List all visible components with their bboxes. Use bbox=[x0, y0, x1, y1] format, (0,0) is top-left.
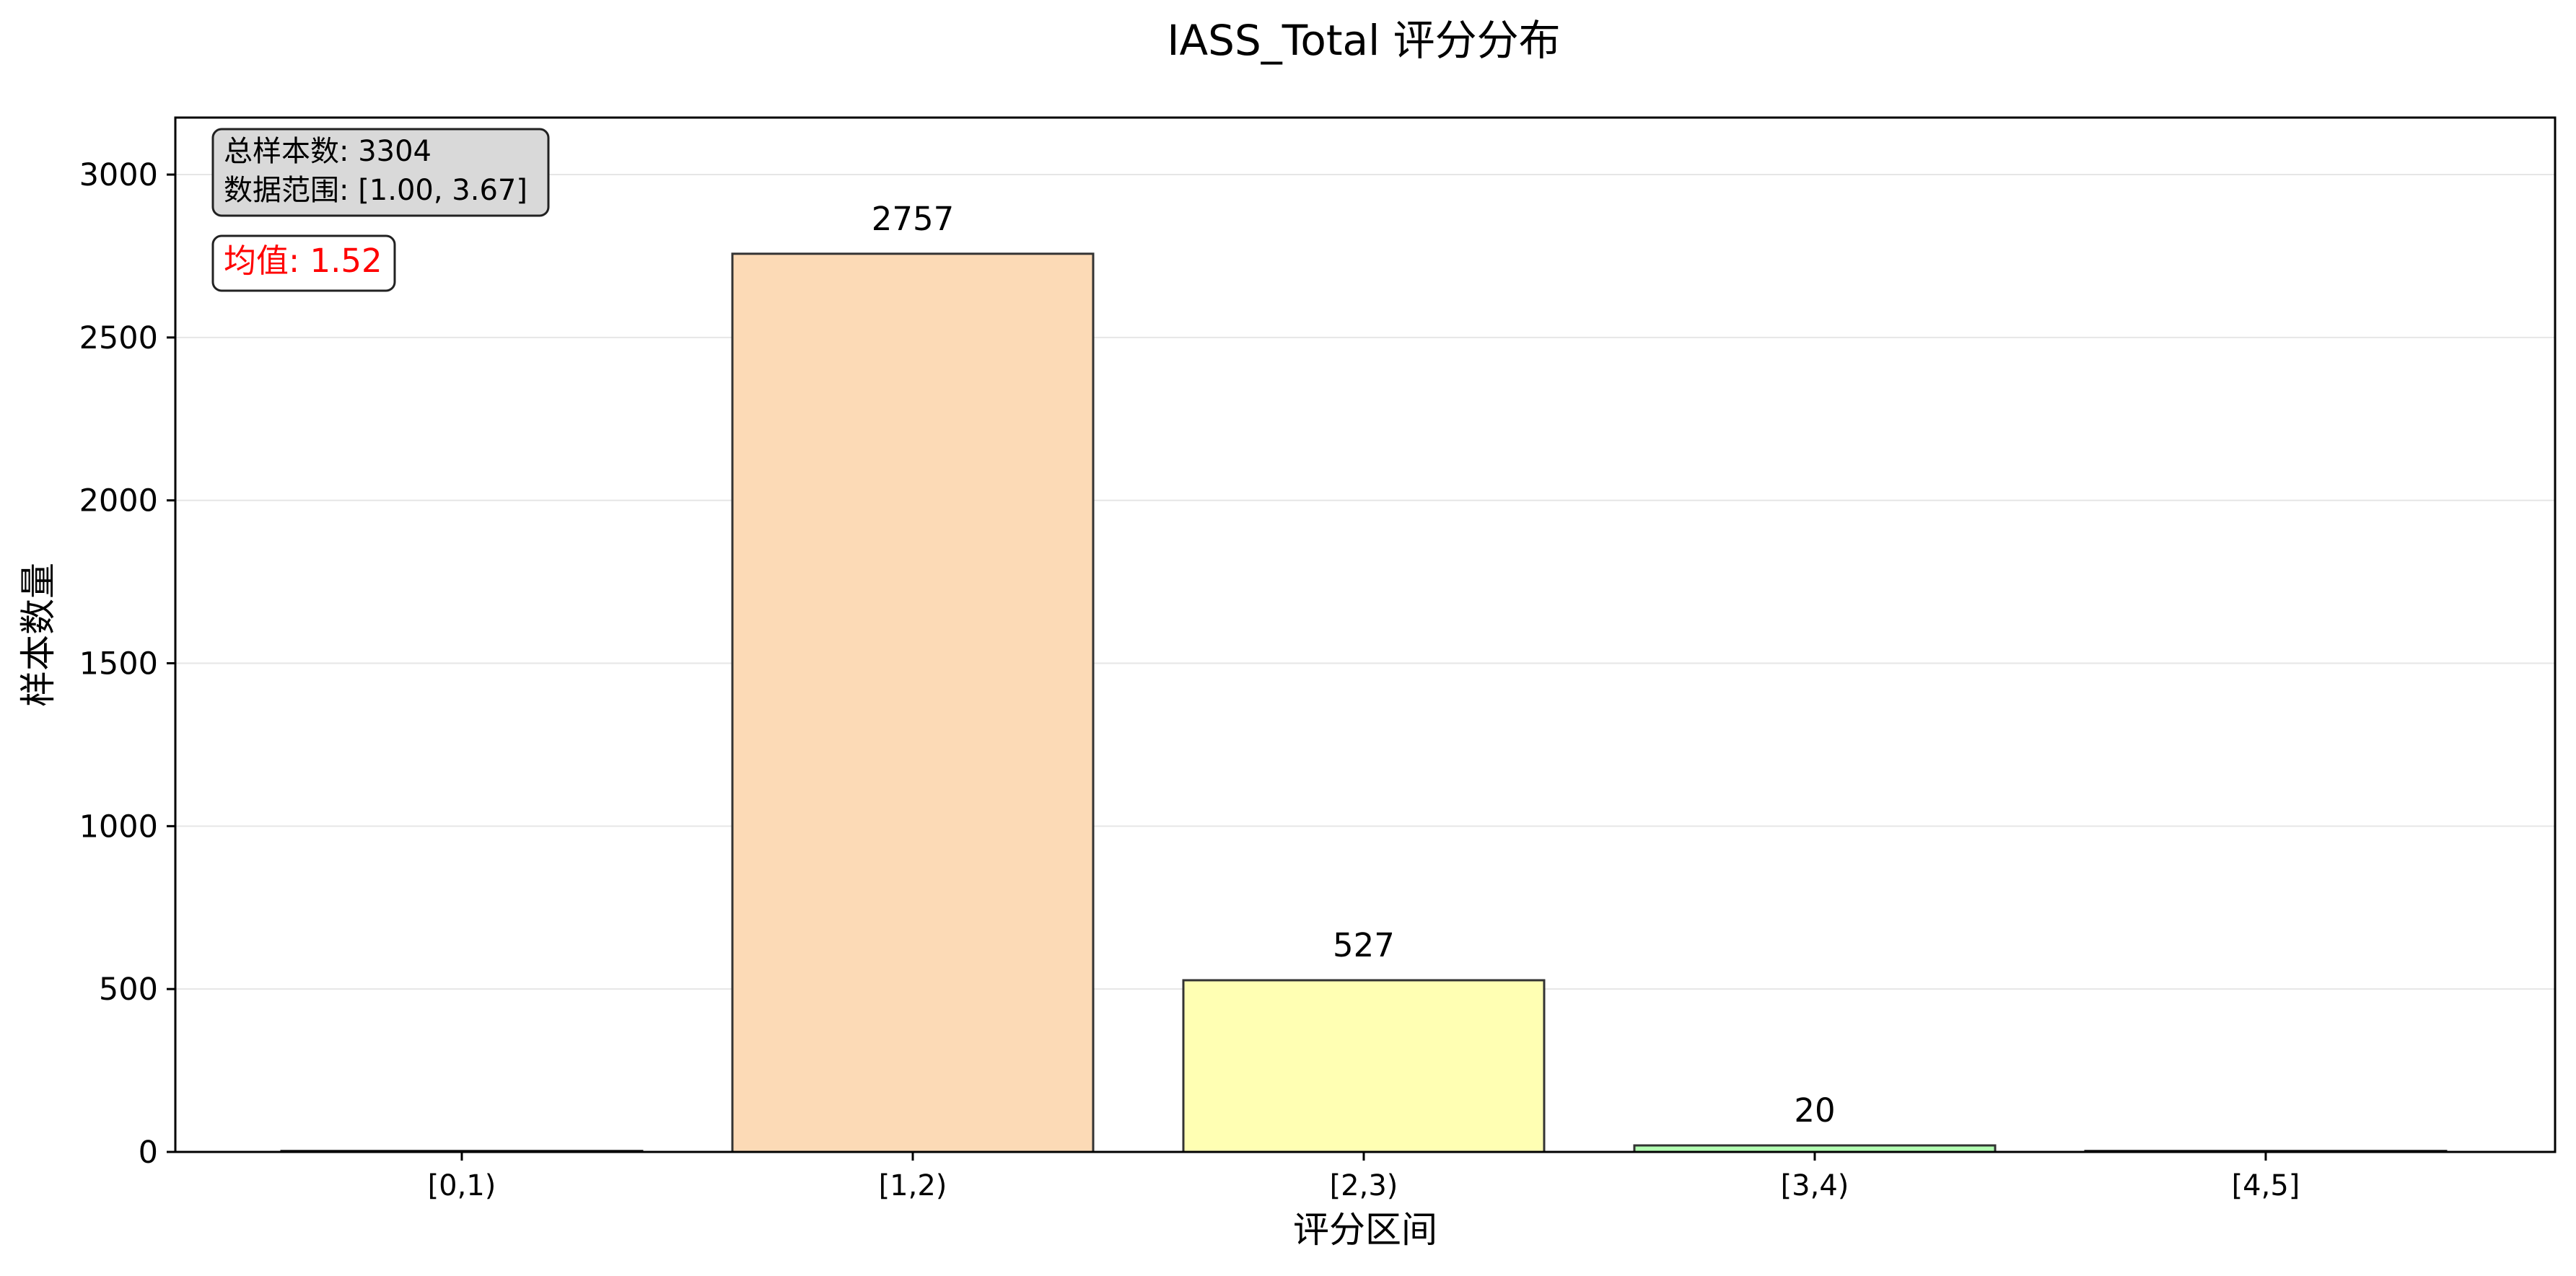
y-tick-label: 3000 bbox=[79, 157, 158, 193]
x-tick-label: [1,2) bbox=[879, 1169, 947, 1202]
y-axis-label: 样本数量 bbox=[17, 563, 59, 707]
x-tick-label: [3,4) bbox=[1781, 1169, 1849, 1202]
x-axis-label: 评分区间 bbox=[1293, 1209, 1437, 1251]
info-box: 总样本数: 3304 数据范围: [1.00, 3.67] bbox=[211, 128, 550, 217]
mean-box: 均值: 1.52 bbox=[211, 234, 396, 292]
y-tick-label: 2500 bbox=[79, 320, 158, 356]
x-axis-ticks: [0,1) [1,2) [2,3) [3,4) [4,5] bbox=[428, 1152, 2300, 1202]
y-tick-label: 0 bbox=[139, 1135, 158, 1171]
mean-box-background bbox=[211, 234, 396, 292]
y-tick-label: 1000 bbox=[79, 809, 158, 845]
bars-group bbox=[280, 252, 2448, 1153]
chart-title: IASS_Total 评分分布 bbox=[1167, 16, 1560, 65]
info-line-sample-count: 总样本数: 3304 bbox=[224, 135, 431, 168]
y-tick-label: 2000 bbox=[79, 483, 158, 519]
gridlines bbox=[175, 174, 2555, 990]
info-box-background bbox=[211, 128, 550, 217]
bar-2 bbox=[731, 252, 1095, 1153]
bar-labels-group: 2757 527 20 bbox=[872, 200, 1836, 1130]
y-tick-label: 1500 bbox=[79, 646, 158, 682]
bar-value-label: 2757 bbox=[872, 200, 955, 238]
bar-value-label: 20 bbox=[1794, 1091, 1835, 1130]
plot-frame bbox=[174, 116, 2557, 1153]
bar-value-label: 527 bbox=[1333, 926, 1395, 964]
info-line-data-range: 数据范围: [1.00, 3.67] bbox=[224, 174, 527, 207]
bar-3 bbox=[1182, 979, 1546, 1153]
x-tick-label: [0,1) bbox=[428, 1169, 496, 1202]
mean-value-label: 均值: 1.52 bbox=[224, 242, 382, 280]
x-tick-label: [2,3) bbox=[1330, 1169, 1398, 1202]
x-tick-label: [4,5] bbox=[2232, 1169, 2300, 1202]
y-tick-label: 500 bbox=[99, 972, 158, 1008]
y-axis-ticks: 0 500 1000 1500 2000 2500 3000 bbox=[79, 157, 175, 1171]
